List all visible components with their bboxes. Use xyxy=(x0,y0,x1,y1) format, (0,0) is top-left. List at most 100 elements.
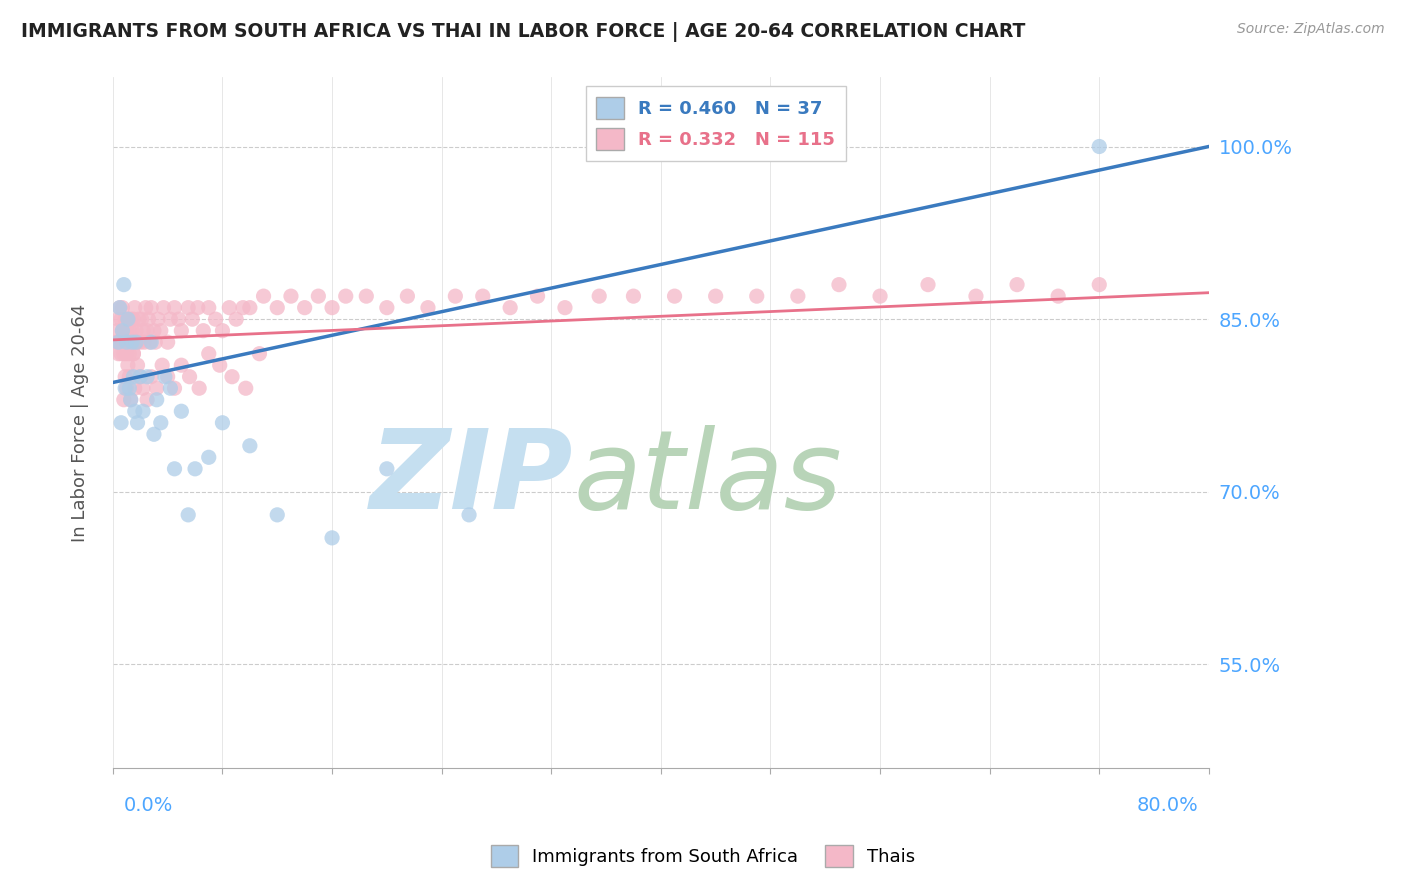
Point xyxy=(111,324,134,338)
Point xyxy=(170,324,193,338)
Point xyxy=(239,301,262,315)
Point xyxy=(145,381,167,395)
Point xyxy=(118,347,141,361)
Point xyxy=(208,358,231,372)
Point xyxy=(131,312,153,326)
Point xyxy=(129,369,152,384)
Point xyxy=(588,289,610,303)
Point xyxy=(115,324,138,338)
Point xyxy=(108,335,131,350)
Point xyxy=(1088,139,1111,153)
Point xyxy=(664,289,686,303)
Point xyxy=(184,462,207,476)
Point xyxy=(232,301,254,315)
Point xyxy=(141,335,163,350)
Point xyxy=(623,289,645,303)
Point xyxy=(554,301,576,315)
Point xyxy=(704,289,727,303)
Point xyxy=(526,289,548,303)
Point xyxy=(170,404,193,418)
Point xyxy=(149,416,172,430)
Point xyxy=(120,392,142,407)
Point xyxy=(125,335,148,350)
Point xyxy=(1005,277,1028,292)
Point xyxy=(141,301,163,315)
Point xyxy=(197,450,219,465)
Point xyxy=(141,369,163,384)
Point xyxy=(122,369,145,384)
Point xyxy=(111,335,134,350)
Point xyxy=(193,324,215,338)
Point xyxy=(307,289,329,303)
Point xyxy=(225,312,247,326)
Point xyxy=(112,392,135,407)
Point xyxy=(112,277,135,292)
Point xyxy=(117,312,139,326)
Point xyxy=(118,324,141,338)
Legend: Immigrants from South Africa, Thais: Immigrants from South Africa, Thais xyxy=(484,838,922,874)
Point xyxy=(104,335,127,350)
Point xyxy=(1047,289,1070,303)
Point xyxy=(179,369,201,384)
Point xyxy=(170,358,193,372)
Point xyxy=(105,324,128,338)
Point xyxy=(128,312,150,326)
Point xyxy=(117,312,139,326)
Point xyxy=(396,289,419,303)
Point xyxy=(471,289,494,303)
Point xyxy=(218,301,240,315)
Point xyxy=(211,324,233,338)
Point xyxy=(159,312,181,326)
Point xyxy=(138,312,160,326)
Point xyxy=(181,312,204,326)
Point xyxy=(108,301,131,315)
Point xyxy=(965,289,987,303)
Point xyxy=(197,347,219,361)
Point xyxy=(917,277,939,292)
Point xyxy=(111,324,134,338)
Point xyxy=(139,335,162,350)
Point xyxy=(356,289,378,303)
Point xyxy=(249,347,271,361)
Point xyxy=(499,301,522,315)
Point xyxy=(211,416,233,430)
Point xyxy=(134,335,156,350)
Point xyxy=(239,439,262,453)
Legend: R = 0.460   N = 37, R = 0.332   N = 115: R = 0.460 N = 37, R = 0.332 N = 115 xyxy=(586,87,845,161)
Point xyxy=(156,369,179,384)
Point xyxy=(745,289,768,303)
Point xyxy=(127,335,149,350)
Point xyxy=(129,335,152,350)
Point xyxy=(145,392,167,407)
Point xyxy=(135,301,157,315)
Point xyxy=(125,324,148,338)
Point xyxy=(335,289,357,303)
Point xyxy=(107,347,129,361)
Point xyxy=(122,312,145,326)
Point xyxy=(150,358,173,372)
Point xyxy=(124,301,146,315)
Point xyxy=(142,427,165,442)
Point xyxy=(114,312,136,326)
Point xyxy=(122,347,145,361)
Point xyxy=(143,335,166,350)
Point xyxy=(280,289,302,303)
Point xyxy=(187,301,209,315)
Point xyxy=(122,347,145,361)
Point xyxy=(117,335,139,350)
Y-axis label: In Labor Force | Age 20-64: In Labor Force | Age 20-64 xyxy=(72,303,89,541)
Point xyxy=(124,381,146,395)
Point xyxy=(120,335,142,350)
Text: 0.0%: 0.0% xyxy=(124,796,173,814)
Point xyxy=(188,381,211,395)
Point xyxy=(1088,277,1111,292)
Point xyxy=(136,369,159,384)
Point xyxy=(321,301,343,315)
Point xyxy=(375,462,398,476)
Point xyxy=(114,335,136,350)
Text: IMMIGRANTS FROM SOUTH AFRICA VS THAI IN LABOR FORCE | AGE 20-64 CORRELATION CHAR: IMMIGRANTS FROM SOUTH AFRICA VS THAI IN … xyxy=(21,22,1025,42)
Point xyxy=(114,369,136,384)
Point xyxy=(118,369,141,384)
Point xyxy=(235,381,257,395)
Point xyxy=(115,335,138,350)
